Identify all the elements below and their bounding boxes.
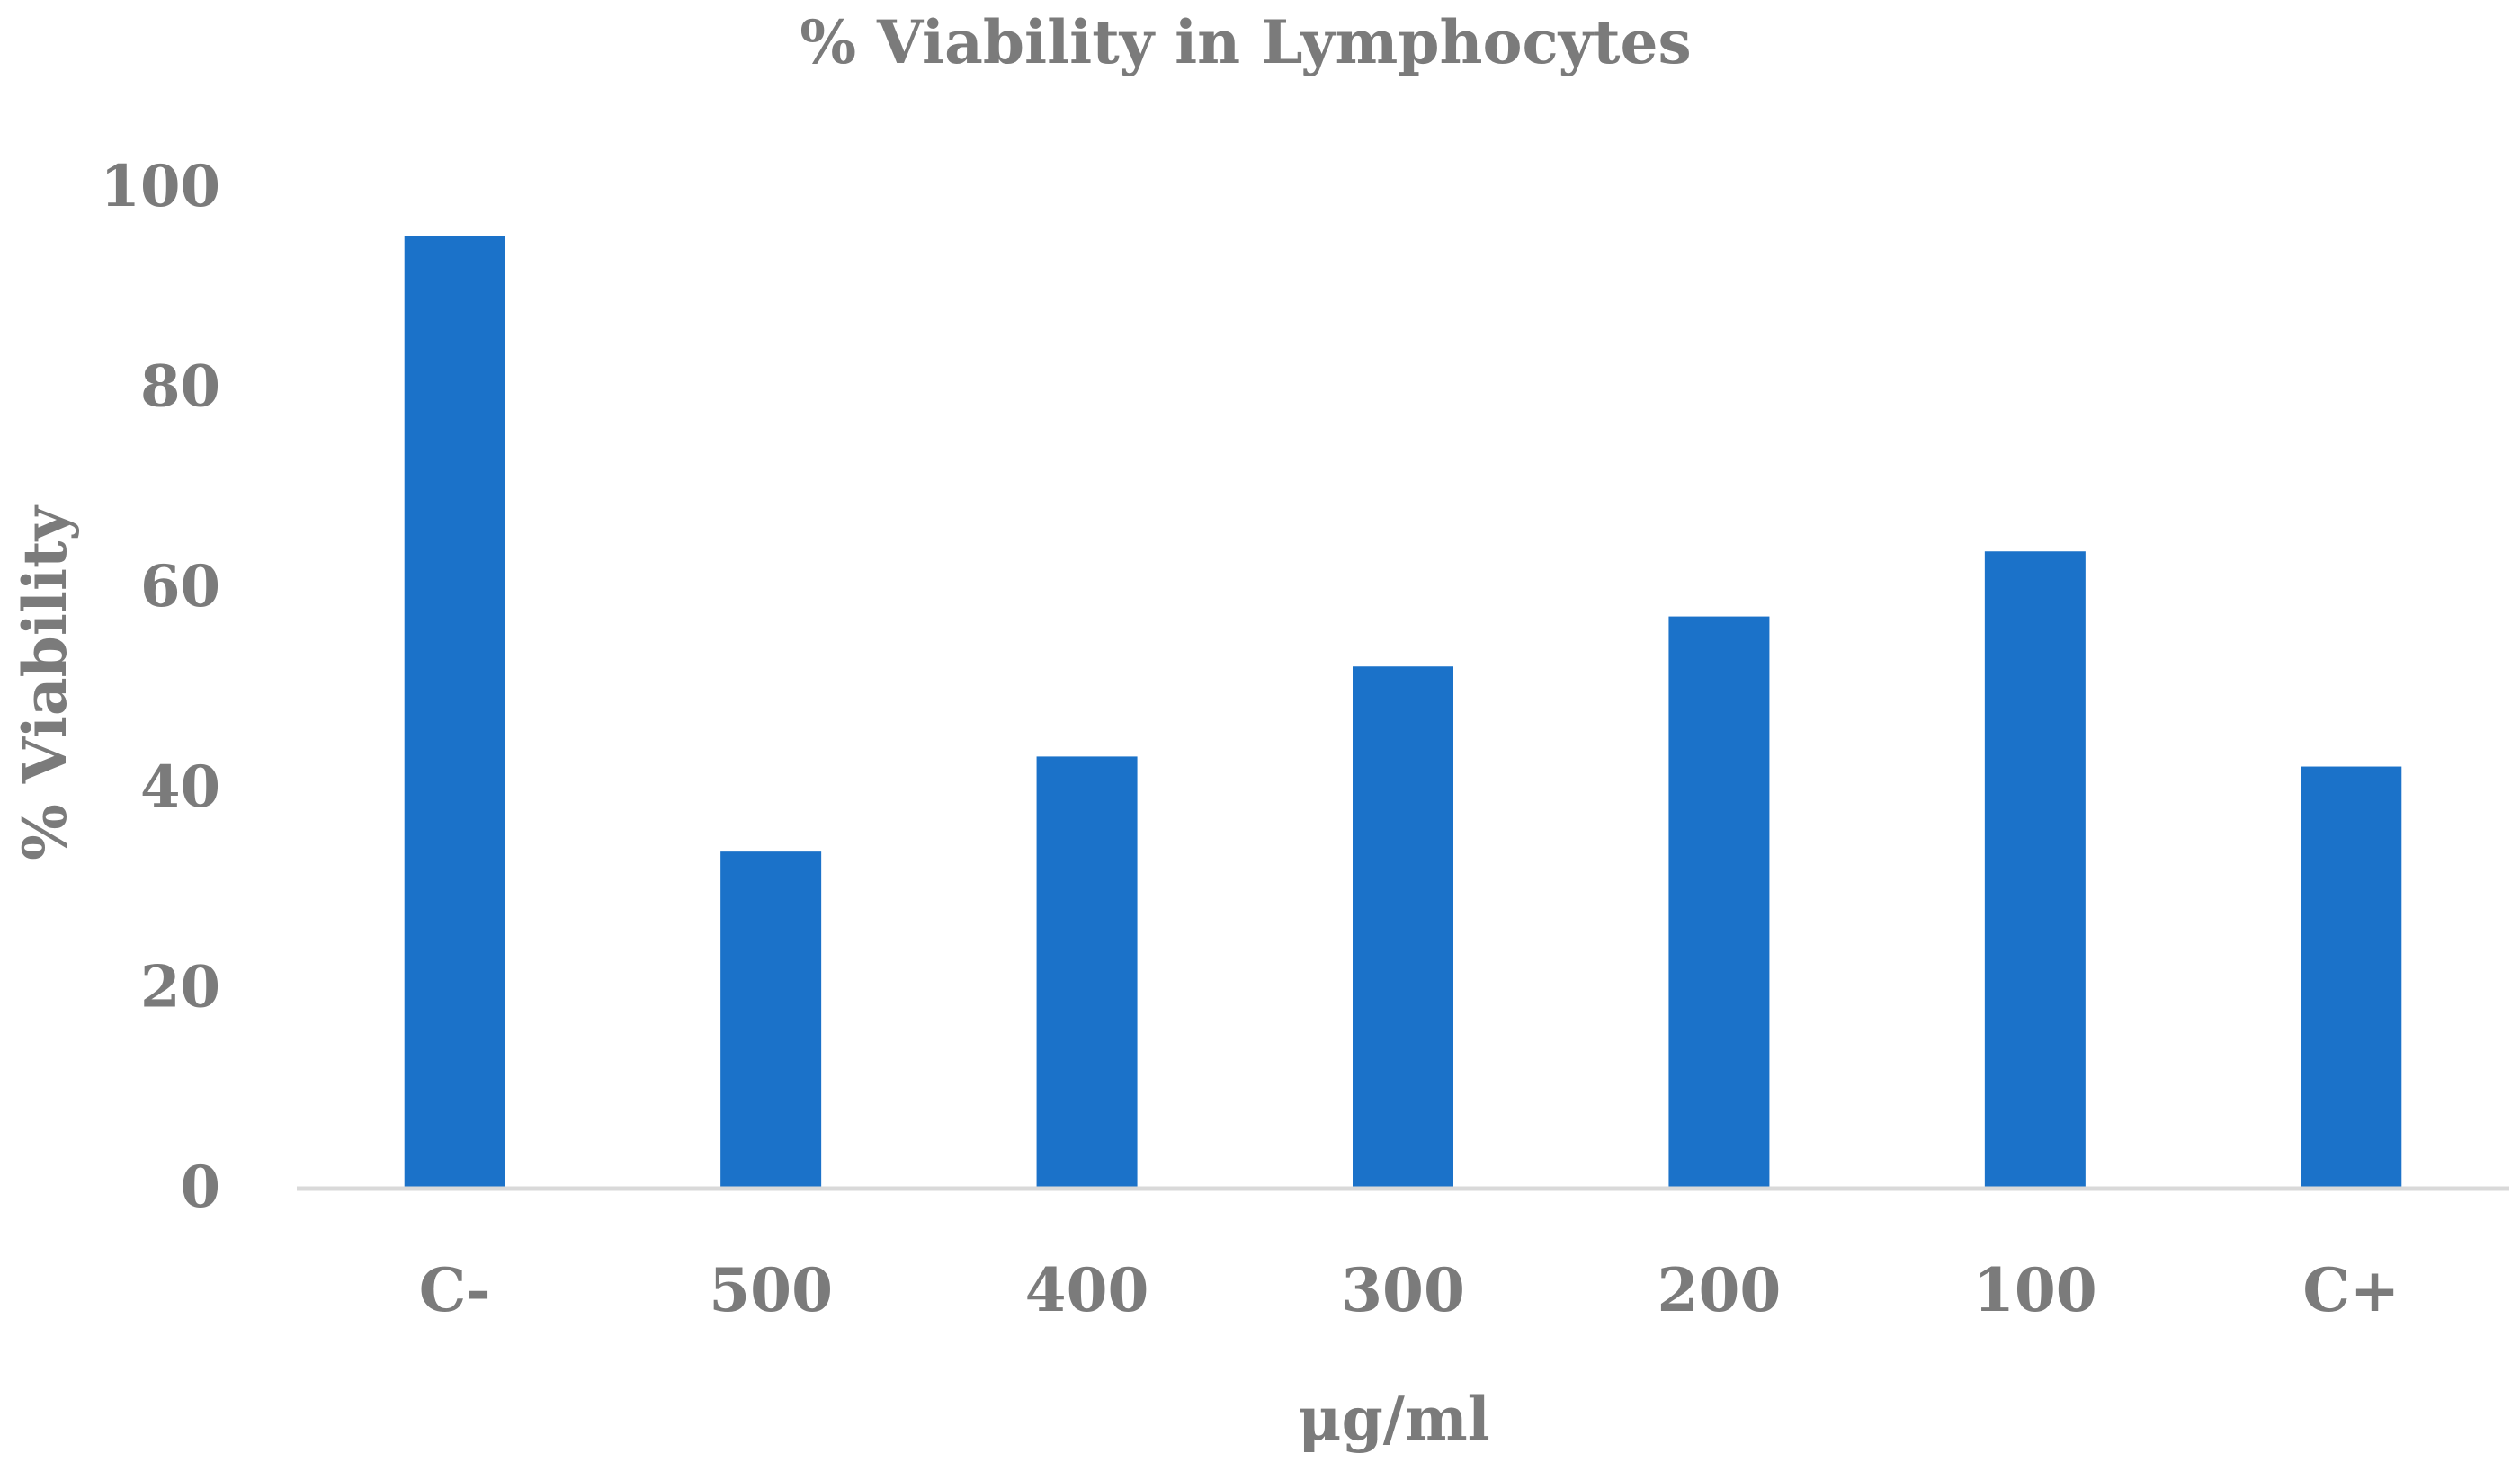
x-tick-label: C+ <box>2302 1255 2399 1325</box>
x-tick-label: 100 <box>1973 1255 2097 1325</box>
bar-500 <box>720 851 822 1187</box>
y-tick-label: 80 <box>140 353 220 421</box>
y-tick-labels: 0 20 40 60 80 100 <box>100 153 220 1221</box>
bar-300 <box>1353 666 1453 1187</box>
bar-C+ <box>2301 766 2402 1187</box>
chart-title: % Viability in Lymphocytes <box>800 7 1691 77</box>
y-tick-label: 60 <box>140 553 220 620</box>
x-tick-label: 400 <box>1025 1255 1149 1325</box>
x-tick-label: 300 <box>1341 1255 1465 1325</box>
bar-200 <box>1668 616 1770 1187</box>
y-tick-label: 20 <box>140 953 220 1021</box>
x-axis-label: μg/ml <box>1298 1384 1489 1454</box>
bars <box>404 236 2402 1187</box>
y-tick-label: 40 <box>140 753 220 821</box>
bar-400 <box>1036 756 1138 1187</box>
y-tick-label: 100 <box>100 153 220 220</box>
x-tick-labels: C- 500 400 300 200 100 C+ <box>419 1255 2399 1325</box>
y-axis-label: % Viability <box>10 504 80 860</box>
x-tick-label: 200 <box>1658 1255 1782 1325</box>
x-tick-label: C- <box>419 1255 491 1325</box>
bar-100 <box>1984 551 2086 1187</box>
y-tick-label: 0 <box>180 1154 220 1221</box>
bar-C- <box>404 236 505 1187</box>
x-tick-label: 500 <box>709 1255 833 1325</box>
